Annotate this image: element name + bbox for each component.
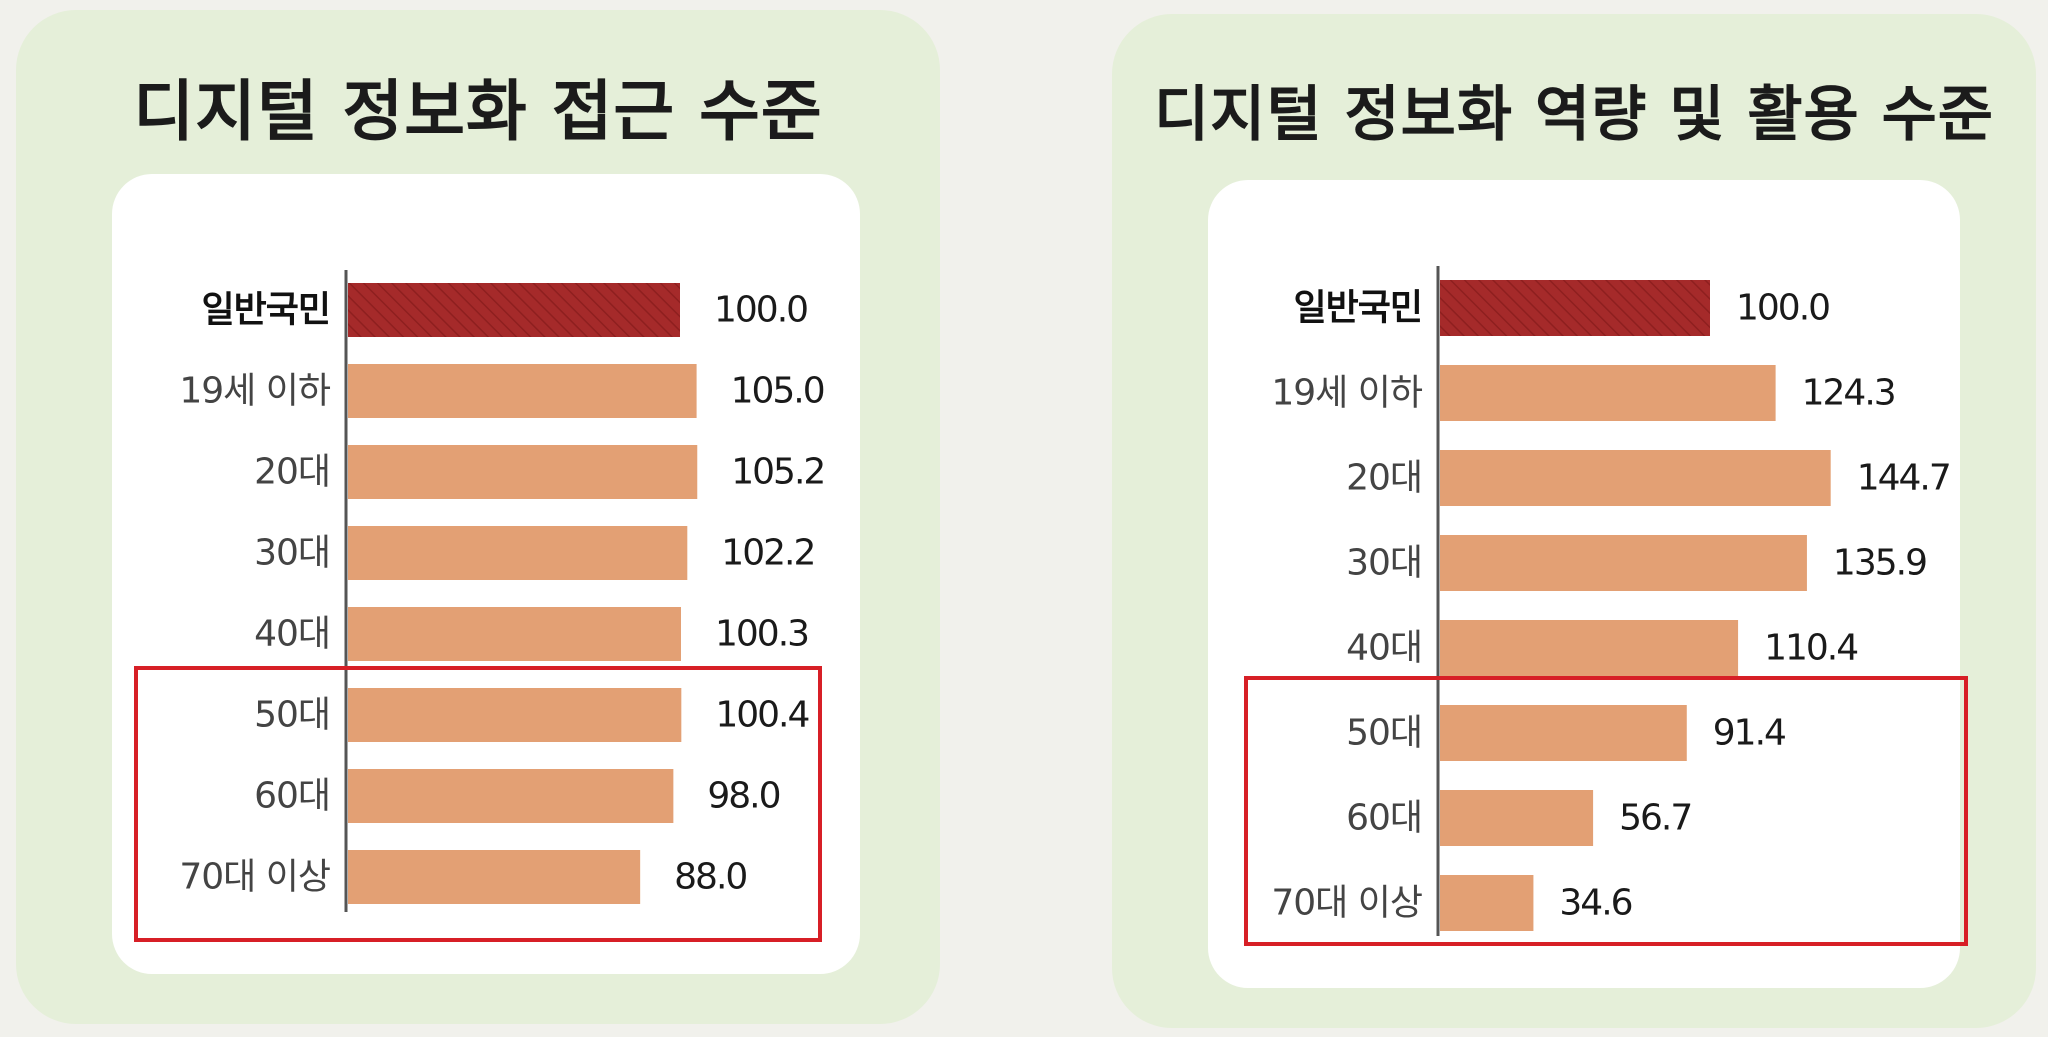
category-label: 20대 [254,452,330,493]
category-label: 19세 이하 [179,371,330,412]
bar-5 [348,688,682,742]
category-label: 70대 이상 [1271,883,1422,924]
value-label: 100.4 [715,695,808,736]
category-label: 40대 [1346,628,1422,669]
chart-panel-capability: 디지털 정보화 역량 및 활용 수준 일반국민 100.0 19세 이하 124.3 2… [1112,14,2036,1028]
value-label: 124.3 [1802,373,1895,414]
category-label: 20대 [1346,458,1422,499]
bar-6 [348,769,674,823]
chart-card: 일반국민 100.0 19세 이하 105.0 20대 105.2 30대 102.2 40대 1… [112,174,860,974]
value-label: 144.7 [1857,458,1950,499]
category-label: 70대 이상 [179,857,330,898]
bar-7 [348,850,641,904]
value-label: 88.0 [674,857,746,898]
category-label: 일반국민 [1294,288,1422,329]
bar-chart-access: 일반국민 100.0 19세 이하 105.0 20대 105.2 30대 102.2 40대 1… [179,270,826,912]
bar-0 [348,283,680,337]
chart-card: 일반국민 100.0 19세 이하 124.3 20대 144.7 30대 135.9 40대 1… [1208,180,1960,988]
value-label: 105.2 [731,452,824,493]
bar-7 [1440,875,1534,931]
category-label: 50대 [1346,713,1422,754]
category-label: 40대 [254,614,330,655]
value-label: 100.0 [1736,288,1829,329]
value-label: 110.4 [1764,628,1857,669]
value-label: 34.6 [1559,883,1631,924]
bar-4 [1440,620,1739,676]
chart-panel-access: 디지털 정보화 접근 수준 일반국민 100.0 19세 이하 105.0 20대 105… [16,10,940,1024]
bar-1 [348,364,697,418]
value-label: 105.0 [731,371,824,412]
value-label: 100.0 [714,290,807,331]
bar-1 [1440,365,1776,421]
category-label: 60대 [254,776,330,817]
chart-title: 디지털 정보화 역량 및 활용 수준 [1153,80,1995,150]
value-label: 100.3 [715,614,808,655]
bar-2 [348,445,698,499]
bar-3 [348,526,688,580]
bar-chart-capability: 일반국민 100.0 19세 이하 124.3 20대 144.7 30대 135.9 40대 1… [1271,266,1952,936]
value-label: 135.9 [1833,543,1926,584]
category-label: 60대 [1346,798,1422,839]
bar-3 [1440,535,1807,591]
bar-0 [1440,280,1710,336]
category-label: 일반국민 [202,290,330,331]
value-label: 56.7 [1619,798,1691,839]
value-label: 91.4 [1713,713,1785,754]
bar-6 [1440,790,1594,846]
value-label: 98.0 [707,776,779,817]
category-label: 30대 [1346,543,1422,584]
bar-2 [1440,450,1831,506]
category-label: 30대 [254,533,330,574]
category-label: 50대 [254,695,330,736]
bar-4 [348,607,681,661]
bar-5 [1440,705,1687,761]
chart-title: 디지털 정보화 접근 수준 [133,73,823,150]
value-label: 102.2 [721,533,814,574]
category-label: 19세 이하 [1271,373,1422,414]
